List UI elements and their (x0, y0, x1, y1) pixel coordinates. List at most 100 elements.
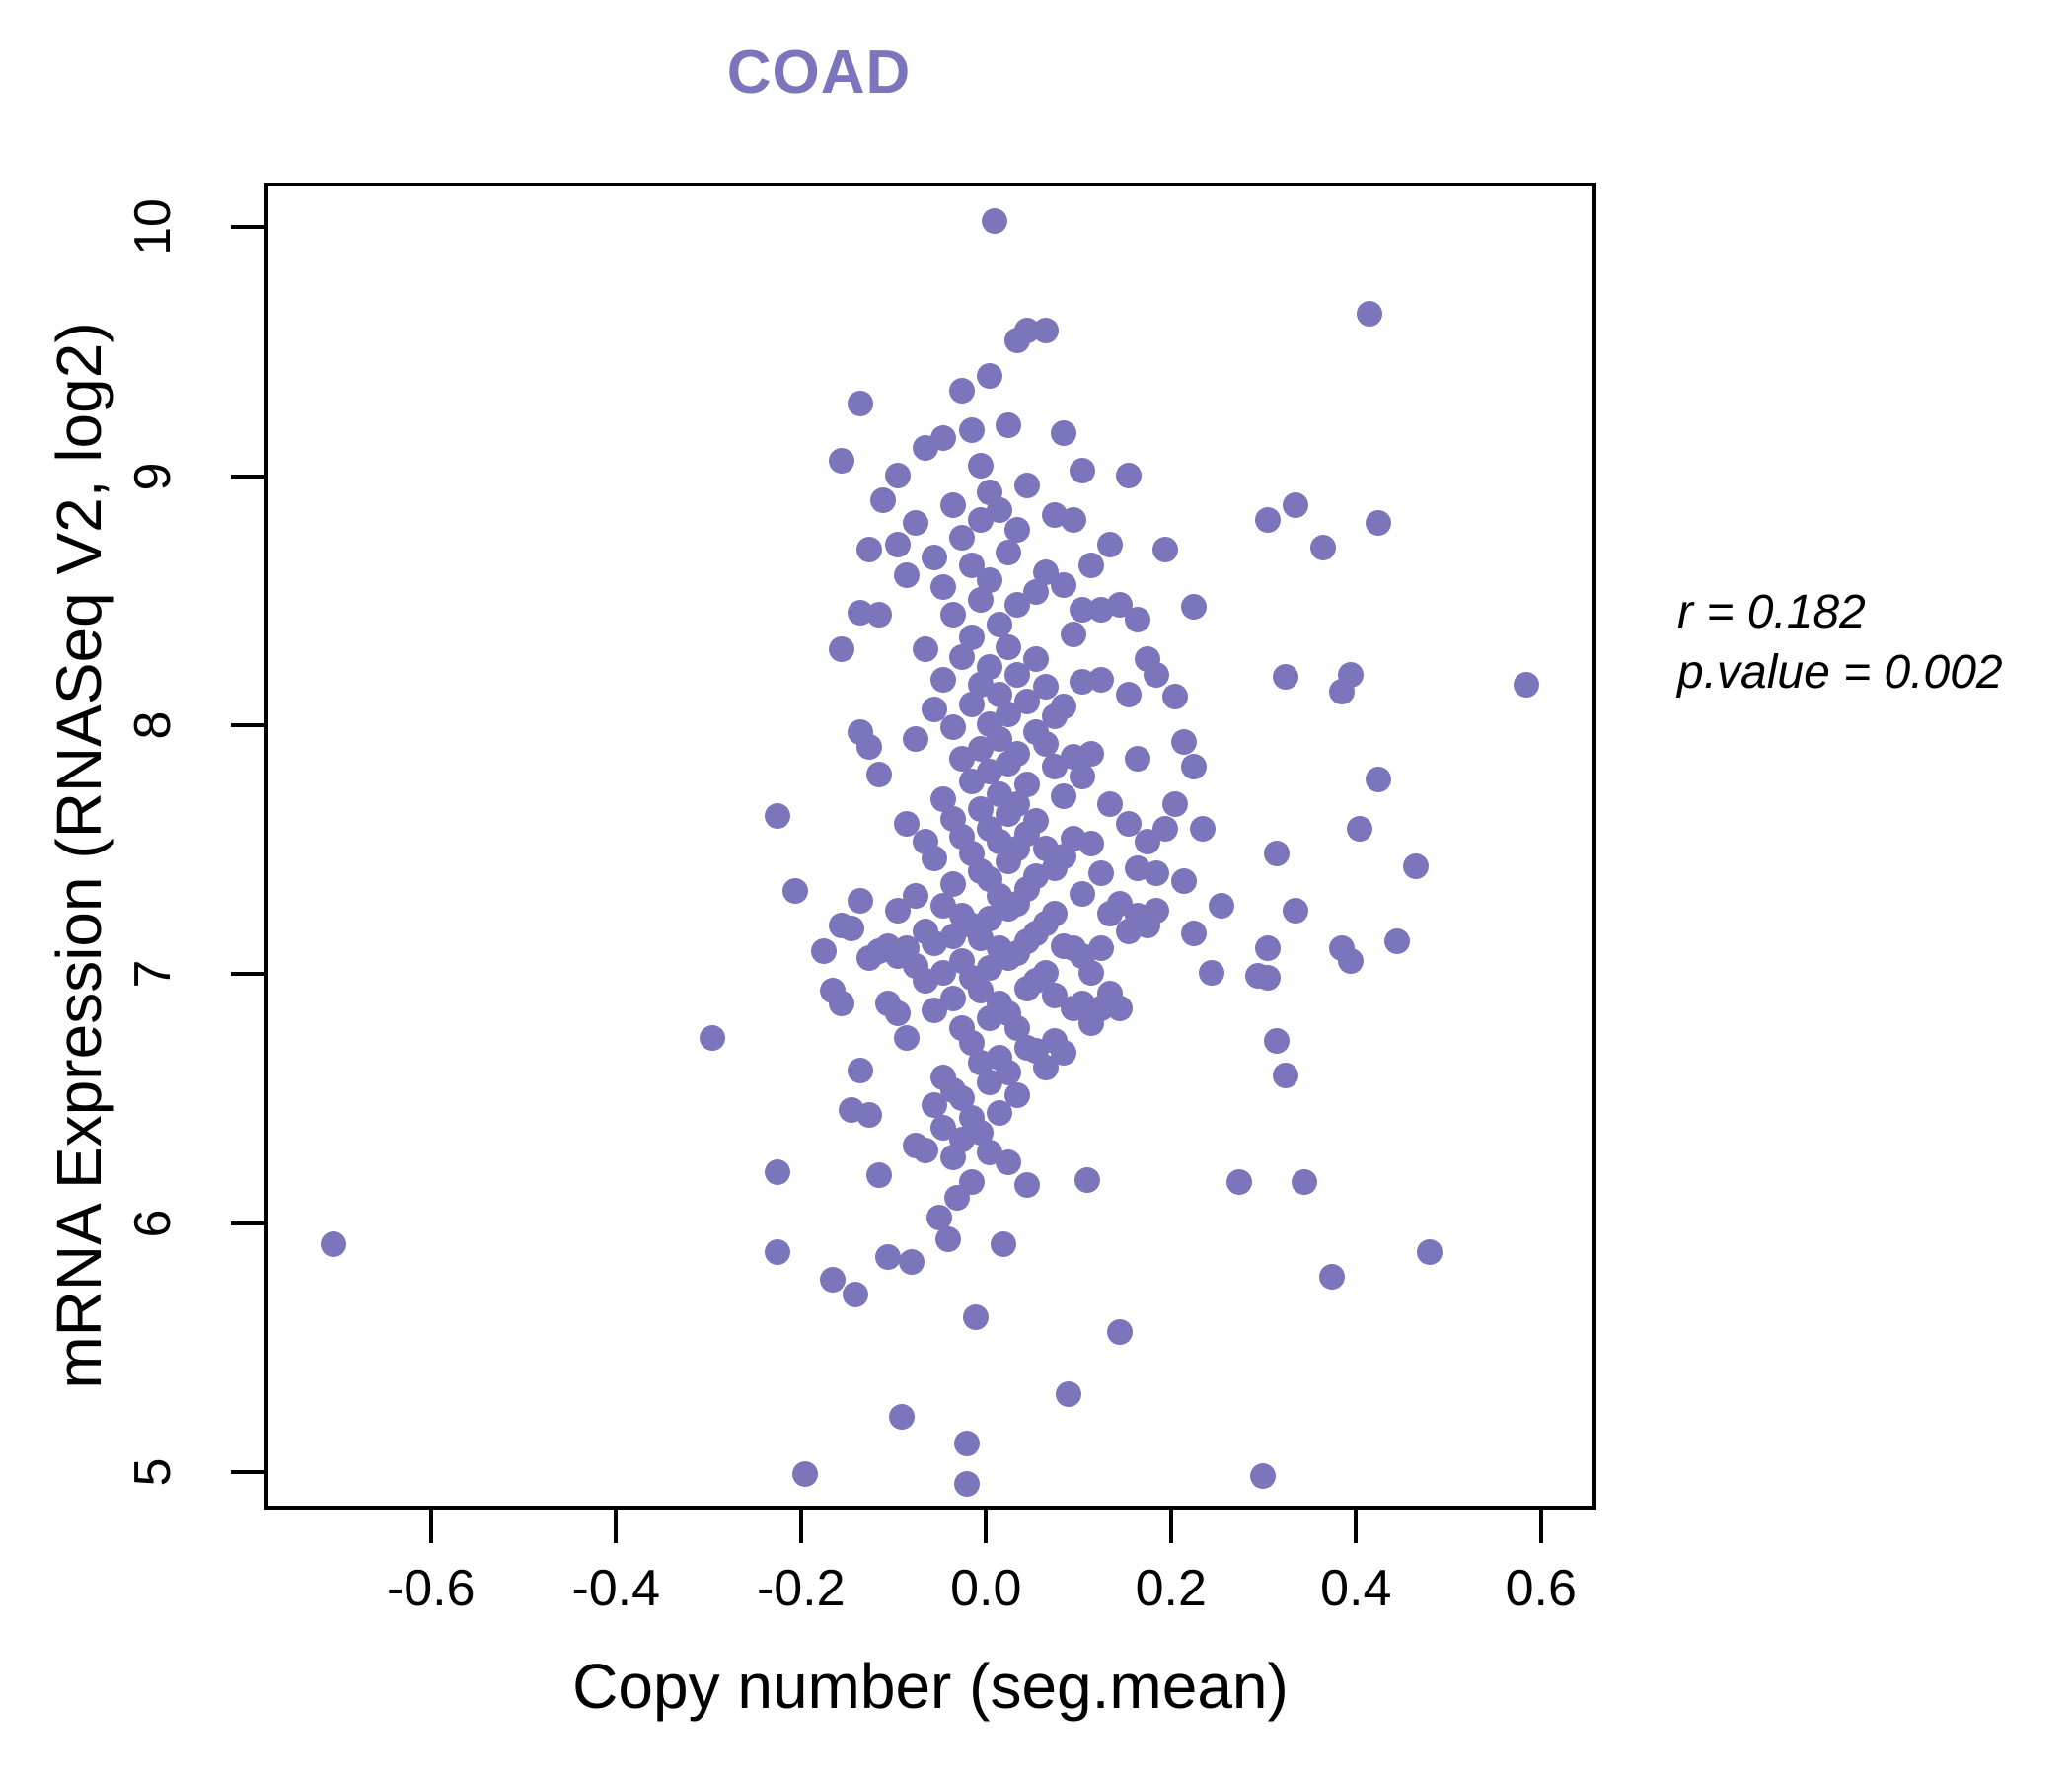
data-point (930, 574, 957, 601)
data-point (1366, 766, 1391, 792)
data-point (1013, 771, 1040, 797)
data-point (1171, 868, 1198, 895)
data-point (889, 1403, 916, 1430)
data-point (848, 888, 873, 915)
data-point (1051, 694, 1077, 720)
x-axis-tick (1168, 1510, 1173, 1543)
data-point (1051, 1040, 1077, 1067)
data-point (1013, 1171, 1040, 1198)
data-point (884, 532, 911, 558)
data-point (829, 990, 855, 1016)
data-point (939, 602, 966, 629)
page-title: COAD (726, 38, 912, 107)
data-point (893, 1025, 920, 1052)
y-axis-tick (231, 1221, 264, 1225)
data-point (1347, 816, 1373, 843)
data-point (1208, 893, 1234, 920)
data-point (1051, 419, 1077, 446)
data-point (1199, 960, 1225, 987)
x-axis-tick (984, 1510, 989, 1543)
data-point (922, 846, 947, 872)
data-point (320, 1231, 346, 1258)
data-point (1282, 492, 1308, 518)
x-axis-tick (614, 1510, 619, 1543)
data-point (1144, 661, 1169, 688)
data-point (1115, 462, 1142, 488)
data-point (930, 666, 957, 693)
data-point (829, 447, 855, 474)
data-point (1254, 965, 1281, 992)
data-point (903, 509, 929, 536)
data-point (1023, 808, 1050, 835)
data-point (1004, 741, 1031, 768)
data-point (819, 1266, 846, 1293)
data-point (791, 1460, 818, 1487)
data-point (1171, 728, 1198, 755)
data-point (986, 497, 1012, 524)
data-point (764, 1159, 790, 1186)
data-point (1032, 674, 1059, 701)
data-point (1013, 472, 1040, 498)
data-point (856, 1102, 883, 1129)
y-axis-tick-label: 10 (124, 198, 182, 257)
data-point (986, 612, 1012, 638)
data-point (1060, 622, 1086, 648)
data-point (1416, 1239, 1443, 1266)
x-axis-tick (428, 1510, 433, 1543)
y-axis-tick (231, 723, 264, 728)
data-point (1292, 1169, 1317, 1196)
data-point (1004, 517, 1031, 544)
data-point (856, 537, 883, 563)
data-point (1144, 898, 1169, 925)
data-point (935, 1226, 962, 1253)
data-point (953, 1470, 980, 1497)
data-point (1337, 947, 1364, 974)
x-axis-label: Copy number (seg.mean) (572, 1651, 1289, 1722)
data-point (939, 870, 966, 897)
data-point (1514, 671, 1539, 698)
correlation-annotation: r = 0.182 (1677, 586, 1866, 638)
data-point (1180, 594, 1207, 621)
data-point (912, 636, 938, 663)
data-point (1041, 900, 1068, 926)
data-point (1087, 666, 1114, 693)
data-point (893, 561, 920, 588)
data-point (1106, 1318, 1133, 1345)
data-point (1087, 860, 1114, 887)
data-point (922, 544, 947, 570)
y-axis-tick (231, 972, 264, 977)
data-point (1125, 607, 1151, 633)
data-point (1078, 552, 1105, 578)
data-point (1078, 960, 1105, 987)
data-point (996, 1060, 1021, 1086)
data-point (912, 1137, 938, 1163)
x-axis-tick-label: 0.2 (1135, 1560, 1207, 1617)
data-point (939, 492, 966, 518)
data-point (1004, 1082, 1031, 1109)
data-point (865, 761, 892, 787)
data-point (782, 878, 809, 905)
data-point (1319, 1264, 1346, 1291)
data-point (1087, 935, 1114, 962)
data-point (1161, 684, 1188, 710)
data-point (1070, 457, 1095, 483)
data-point (1055, 1380, 1081, 1407)
data-point (1051, 783, 1077, 810)
data-point (1263, 1027, 1290, 1054)
data-point (1106, 995, 1133, 1021)
data-point (1097, 790, 1124, 817)
data-point (1070, 764, 1095, 790)
x-axis-tick (798, 1510, 803, 1543)
data-point (939, 713, 966, 740)
y-axis-tick (231, 474, 264, 479)
data-point (843, 1281, 869, 1307)
data-point (848, 1057, 873, 1083)
data-point (903, 726, 929, 753)
data-point (700, 1025, 725, 1052)
data-point (764, 1239, 790, 1266)
y-axis-tick (231, 225, 264, 230)
data-point (1144, 860, 1169, 887)
stats-annotation: r = 0.182 p.value = 0.002 (1677, 582, 2003, 703)
data-point (953, 1431, 980, 1457)
pvalue-annotation: p.value = 0.002 (1677, 646, 2003, 700)
